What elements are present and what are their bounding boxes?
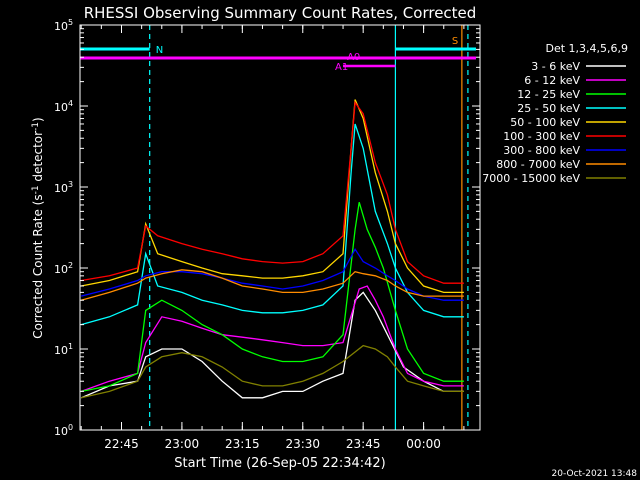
y-tick-label: 101: [54, 342, 73, 357]
y-tick-label: 100: [54, 423, 73, 438]
x-tick-label: 23:30: [285, 437, 320, 451]
x-axis-label: Start Time (26-Sep-05 22:34:42): [174, 456, 385, 471]
legend-label: 300 - 800 keV: [503, 144, 580, 157]
plot-frame: [79, 24, 481, 431]
footer-date: 20-Oct-2021 13:48: [552, 469, 638, 479]
legend-title: Det 1,3,4,5,6,9: [545, 42, 628, 55]
x-tick-label: 00:00: [406, 437, 441, 451]
series-line: [81, 248, 464, 301]
x-tick-label: 23:00: [165, 437, 200, 451]
x-tick-label: 23:15: [225, 437, 260, 451]
series-line: [80, 285, 464, 393]
night-label: N: [156, 45, 163, 56]
y-axis: 100 101 102 103 104 105: [54, 18, 480, 438]
attenuator-label: A1: [335, 62, 348, 73]
saa-label: S: [452, 36, 458, 47]
legend-label: 6 - 12 keV: [524, 74, 580, 87]
y-tick-label: 104: [54, 99, 73, 114]
legend-label: 12 - 25 keV: [517, 88, 580, 101]
legend-label: 3 - 6 keV: [531, 60, 580, 73]
series-line: [81, 202, 464, 393]
legend-label: 800 - 7000 keV: [496, 158, 580, 171]
x-tick-label: 22:45: [104, 437, 139, 451]
y-tick-label: 105: [54, 18, 73, 33]
legend-label: 7000 - 15000 keV: [482, 172, 580, 185]
legend-label: 100 - 300 keV: [503, 130, 580, 143]
y-tick-label: 103: [54, 180, 73, 195]
series-lines: [80, 99, 464, 399]
series-line: [80, 291, 464, 399]
series-line: [81, 269, 464, 301]
chart-title: RHESSI Observing Summary Count Rates, Co…: [84, 4, 477, 22]
series-line: [81, 99, 464, 294]
y-axis-label: Corrected Count Rate (s-1 detector-1): [31, 117, 45, 338]
series-line: [81, 123, 464, 326]
legend-label: 25 - 50 keV: [517, 102, 580, 115]
series-line: [81, 100, 464, 284]
attenuator-label: A0: [347, 52, 360, 63]
x-tick-label: 23:45: [346, 437, 381, 451]
x-axis: 22:45 23:00 23:15 23:30 23:45 00:00: [80, 25, 465, 451]
y-tick-label: 102: [54, 261, 73, 276]
series-line: [81, 344, 464, 399]
legend-label: 50 - 100 keV: [510, 116, 580, 129]
